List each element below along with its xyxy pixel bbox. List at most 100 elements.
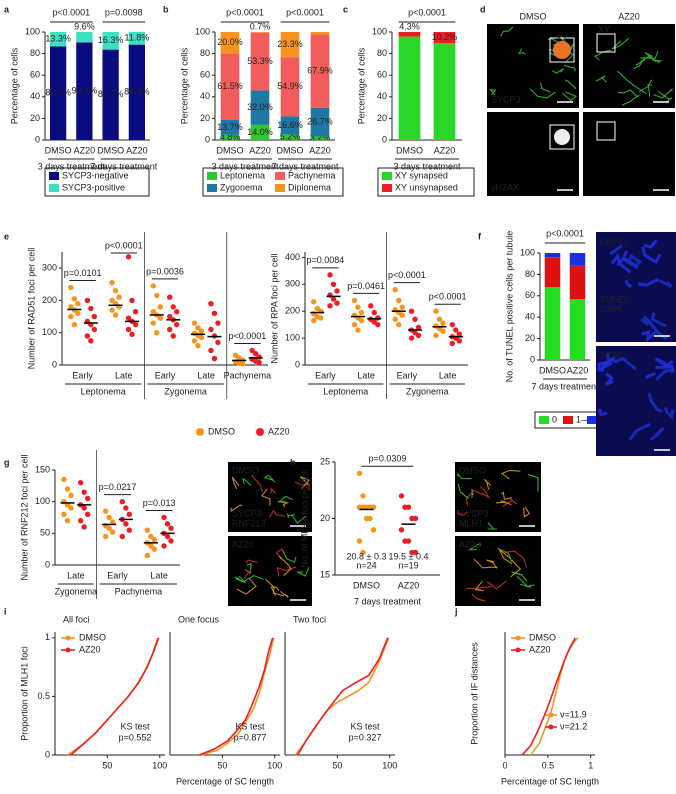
stat-label: n=19 [398,560,418,570]
data-point [368,303,374,309]
data-point [405,504,412,510]
y-axis-title: Number of RPA foci per cell [269,254,279,364]
y-tick-label: 0.5 [37,691,50,701]
value-label: 13.3% [45,34,71,44]
data-point [215,320,221,326]
texture [500,491,513,501]
y-tick-label: 25 [320,456,330,466]
micrograph [455,536,541,606]
bar-segment [569,299,586,360]
legend-label: XY synapsed [395,170,448,180]
texture [299,476,310,489]
value-label: 11.8% [124,33,149,43]
y-tick-label: 150 [35,464,50,474]
legend-label: AZ20 [79,644,101,654]
legend-label: 0 [552,414,557,424]
x-axis-title: 7 days treatment [354,596,422,606]
y-axis-title: Proportion of MLH1 foci [19,646,29,741]
data-point [211,310,218,317]
x-tick-label: 0.5 [542,760,555,770]
texture [260,488,271,506]
texture [488,89,497,96]
x-tick-label: 100 [267,760,282,770]
texture [616,256,638,269]
texture [511,571,528,582]
data-point [408,335,415,341]
data-point [249,347,255,354]
texture [519,583,532,588]
p-value: p=0.0084 [306,255,344,265]
x-tick-label: 50 [102,760,112,770]
ks-label: KS test [350,721,380,731]
legend-swatch [207,172,217,180]
data-point [433,332,439,339]
xy-body [554,129,570,145]
y-tick-label: 0 [45,749,50,759]
data-point [412,549,419,556]
x-tick-label: AZ20 [126,145,148,155]
y-tick-label: 300 [285,279,300,289]
inset-box [596,121,616,141]
x-tick-label: Late [67,570,85,580]
value-label: 32.0% [247,102,273,112]
annotation: ν=21.2 [560,721,587,731]
bar-segment [280,134,300,140]
texture [597,408,608,417]
texture [647,84,652,97]
bar-segment [128,44,146,140]
p-value: p<0.0001 [229,331,267,341]
texture [497,547,513,563]
data-point [102,533,109,540]
data-point [126,511,133,518]
bar-segment [250,32,270,33]
ks-label: KS test [120,721,150,731]
data-point [371,309,377,316]
image-label: SYCP3 [491,94,521,104]
texture [474,580,485,592]
value-label: 61.5% [217,81,243,91]
texture [594,49,612,61]
texture [483,479,492,490]
bar-segment [102,32,119,50]
texture [599,355,616,371]
bar-segment [398,32,421,37]
y-tick-label: 80 [200,48,210,58]
group-label: 7 days treatment [271,161,339,171]
legend-swatch [49,172,59,180]
y-axis-title: No. of MLH1 foci per cell [299,469,309,568]
data-point [88,305,94,312]
xy-body [553,41,571,59]
y-tick-label: 50 [40,528,50,538]
p-value: p<0.0001 [429,292,467,302]
texture [263,474,276,483]
y-tick-label: 15 [320,569,330,579]
data-point [356,470,363,476]
y-tick-label: 20 [377,113,387,123]
stage-label: Pachynema [115,586,163,596]
image-label: TUNEL [600,294,630,304]
legend-marker [65,647,71,653]
texture [650,312,667,328]
p-value: p=0.0309 [369,454,407,464]
panel-letter: a [4,4,10,14]
x-tick-label: 0 [502,760,507,770]
data-point [144,527,151,533]
bar-segment [569,265,586,300]
texture [231,476,240,490]
bar-segment [280,116,300,135]
y-axis-title: Percentage of cells [9,47,19,124]
data-point [167,313,173,320]
p-value: p<0.0001 [226,7,264,17]
data-point [123,505,129,511]
texture [617,89,638,97]
y-axis-title: Percentage of cells [356,47,366,124]
data-point [334,288,340,294]
texture [243,569,251,580]
x-tick-label: Early [397,370,418,380]
data-point [77,479,84,486]
legend-swatch [382,184,392,192]
data-point [456,331,462,337]
value-label: 4.8% [220,132,241,142]
data-point [456,338,462,344]
data-point [119,498,126,505]
